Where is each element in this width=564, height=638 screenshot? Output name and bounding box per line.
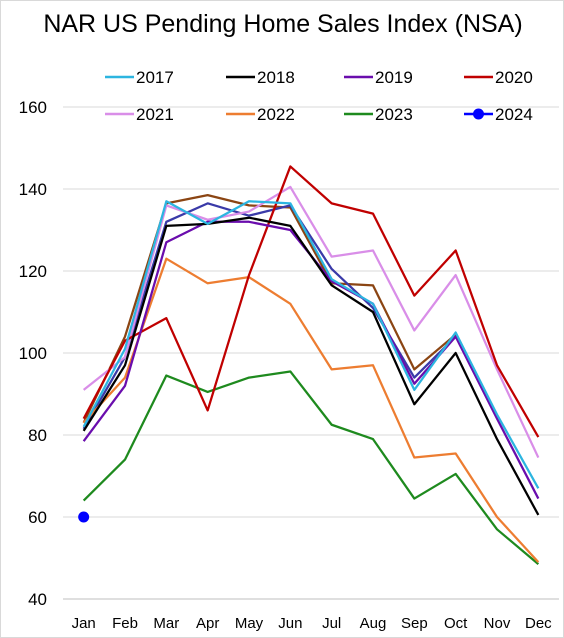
- x-tick-label: Jan: [72, 615, 96, 632]
- y-tick-label: 60: [28, 508, 47, 527]
- y-axis-ticks: 40 60 80 100 120 140 160: [19, 98, 47, 609]
- x-tick-label: Feb: [112, 615, 138, 632]
- y-tick-label: 80: [28, 426, 47, 445]
- x-tick-label: Aug: [360, 615, 387, 632]
- chart-title: NAR US Pending Home Sales Index (NSA): [43, 10, 522, 38]
- legend-marker: [473, 108, 484, 120]
- x-tick-label: Sep: [401, 615, 428, 632]
- series-line-2020: [82, 165, 540, 438]
- x-tick-label: Jun: [278, 615, 302, 632]
- series-line-unlabeled: [82, 194, 457, 424]
- x-tick-label: Apr: [196, 615, 219, 632]
- legend-label: 2020: [495, 68, 533, 87]
- legend-label: 2018: [257, 68, 295, 87]
- legend-label: 2022: [257, 105, 295, 124]
- y-tick-label: 140: [19, 180, 47, 199]
- series-line-2018: [82, 216, 540, 516]
- x-axis-ticks: Jan Feb Mar Apr May Jun Jul Aug Sep Oct Nov Dec: [72, 615, 553, 632]
- series-point-2024: [78, 511, 90, 523]
- y-tick-label: 100: [19, 344, 47, 363]
- legend-label: 2024: [495, 105, 533, 124]
- x-tick-label: Dec: [525, 615, 552, 632]
- x-tick-label: May: [235, 615, 264, 632]
- legend-label: 2021: [136, 105, 174, 124]
- x-tick-label: Mar: [153, 615, 179, 632]
- grid-layer: [63, 106, 559, 600]
- x-tick-label: Jul: [322, 615, 341, 632]
- y-tick-label: 40: [28, 590, 47, 609]
- y-tick-label: 160: [19, 98, 47, 117]
- series-line-2021: [82, 185, 540, 459]
- x-tick-label: Nov: [484, 615, 511, 632]
- y-tick-label: 120: [19, 262, 47, 281]
- legend-label: 2017: [136, 68, 174, 87]
- legend-label: 2019: [375, 68, 413, 87]
- series-line-2017: [82, 200, 540, 489]
- series-layer: [78, 165, 540, 566]
- legend-label: 2023: [375, 105, 413, 124]
- series-line-2023: [82, 370, 540, 566]
- series-line-2022: [82, 257, 540, 563]
- x-tick-label: Oct: [444, 615, 468, 632]
- legend: 2017 2018 2019 2020 2021 2022 2023 2024: [105, 68, 533, 124]
